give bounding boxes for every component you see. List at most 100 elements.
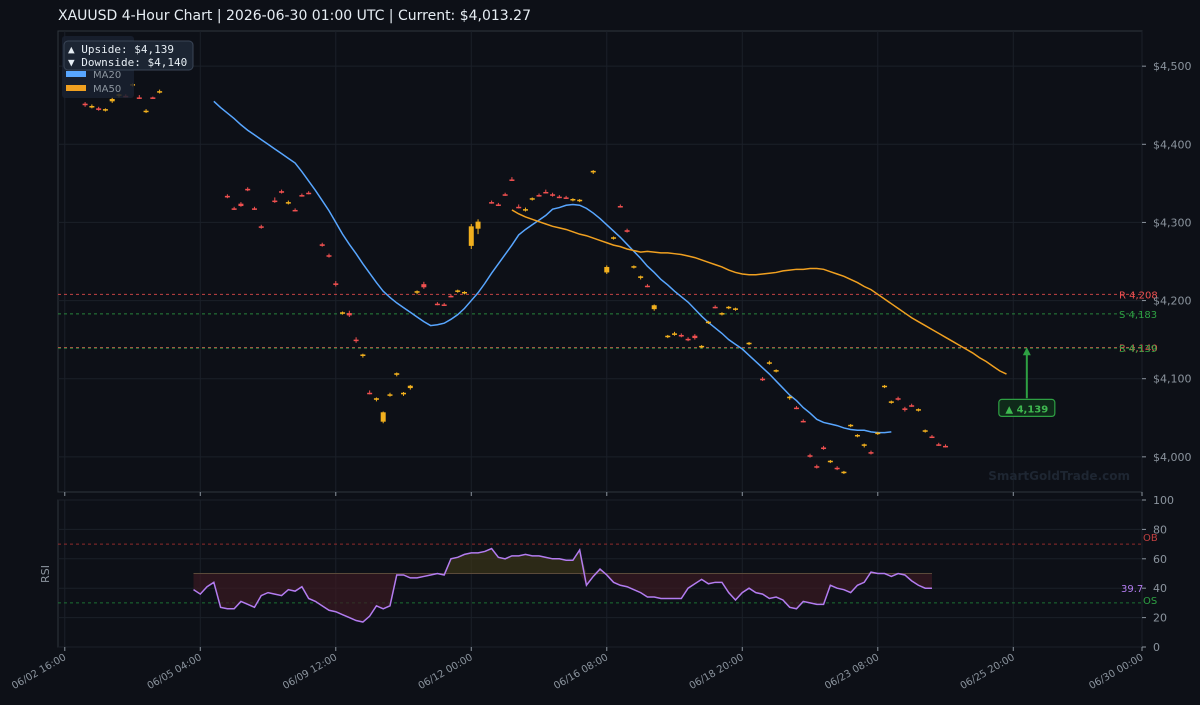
rsi-tick-label: 80 (1153, 523, 1167, 536)
candle-body (285, 202, 291, 204)
candle-body (590, 170, 596, 173)
candle-body (455, 290, 461, 292)
candle-body (360, 354, 366, 356)
candle-body (746, 342, 752, 345)
rsi-line (193, 547, 932, 623)
candle-body (421, 284, 427, 288)
moving-averages: ▲ 4,139 (213, 100, 1056, 434)
rsi-os-label: OS (1143, 596, 1157, 607)
level-label: R 4,140 (1119, 343, 1158, 354)
candle-body (82, 103, 88, 106)
candle-body (238, 203, 244, 207)
candle-body (733, 308, 738, 310)
candle-body (224, 195, 230, 198)
candle-body (509, 179, 515, 181)
candle-body (909, 405, 915, 407)
upside-text: ▲ Upside: $4,139 (68, 43, 174, 56)
candle-body (462, 291, 467, 294)
candle-body (102, 109, 108, 111)
candle-body (854, 434, 860, 437)
candle-body (827, 460, 833, 463)
candle-body (373, 398, 379, 400)
candle-body (89, 106, 95, 108)
candle-body (929, 436, 935, 439)
candle-body (414, 291, 420, 293)
candle-body (475, 221, 481, 229)
candle-body (157, 91, 163, 93)
candle-body (489, 202, 495, 204)
candle-body (570, 198, 576, 201)
price-panel (57, 30, 1143, 493)
candle-body (448, 295, 454, 298)
y-tick-label: $4,500 (1153, 60, 1192, 73)
target-label: ▲ 4,139 (1005, 404, 1048, 415)
candle-body (231, 208, 237, 210)
candle-body (651, 305, 657, 310)
candle-body (245, 188, 251, 191)
candle-body (793, 407, 799, 410)
candle-body (604, 266, 610, 273)
candle-body (394, 373, 400, 375)
x-tick-label: 06/05 04:00 (146, 652, 204, 692)
candle-body (346, 313, 352, 316)
legend-swatch-ma50 (66, 85, 86, 91)
target-arrow-head (1022, 347, 1031, 356)
level-label: S 4,139 (1119, 344, 1157, 355)
candle-body (150, 97, 156, 99)
candle-body (543, 191, 549, 194)
watermark: SmartGoldTrade.com (988, 469, 1130, 483)
y-tick-label: $4,000 (1153, 451, 1192, 464)
candle-body (279, 191, 285, 193)
candle-body (692, 335, 698, 339)
x-tick-label: 06/12 00:00 (417, 652, 475, 692)
candle-body (678, 334, 684, 337)
x-tick-label: 06/23 08:00 (823, 652, 881, 692)
candle-body (502, 194, 508, 196)
candle-body (251, 208, 257, 210)
candle-body (868, 452, 874, 454)
candle-body (434, 303, 440, 306)
candle-body (340, 312, 346, 314)
chart-title: XAUUSD 4-Hour Chart | 2026-06-30 01:00 U… (58, 8, 531, 24)
x-tick-label: 06/18 20:00 (688, 652, 746, 692)
x-tick-label: 06/09 12:00 (281, 652, 339, 692)
candle-body (522, 209, 528, 211)
ma20-line (213, 100, 892, 434)
candle-body (401, 392, 407, 395)
candle-body (306, 192, 312, 195)
rsi-tick-label: 100 (1153, 494, 1174, 507)
candle-body (550, 194, 556, 196)
candle-body (631, 266, 637, 268)
candle-body (644, 285, 650, 288)
candle-body (333, 283, 339, 285)
grid-lines (58, 31, 1143, 648)
rsi-fill-above (193, 548, 932, 574)
y-tick-label: $4,100 (1153, 373, 1192, 386)
candle-body (143, 110, 149, 113)
candle-body (292, 209, 298, 212)
candle-body (468, 226, 474, 246)
candle-body (319, 244, 325, 246)
candle-body (299, 195, 305, 197)
rsi-tick-label: 40 (1153, 582, 1167, 595)
candle-body (96, 108, 102, 110)
candles (82, 83, 949, 475)
candle-body (834, 467, 840, 470)
candle-body (136, 97, 142, 99)
rsi-ob-label: OB (1143, 533, 1158, 544)
target-badge (998, 398, 1056, 417)
candle-body (624, 230, 630, 232)
x-tick-label: 06/16 08:00 (552, 652, 610, 692)
y-tick-label: $4,300 (1153, 216, 1192, 229)
candle-body (638, 276, 644, 278)
candle-body (760, 378, 766, 381)
candle-body (841, 471, 847, 474)
candle-body (800, 420, 806, 423)
candle-body (685, 338, 691, 341)
legend-label-ma20: MA20 (93, 70, 121, 81)
candle-body (672, 333, 678, 335)
rsi-tick-label: 60 (1153, 553, 1167, 566)
candle-body (536, 195, 542, 197)
